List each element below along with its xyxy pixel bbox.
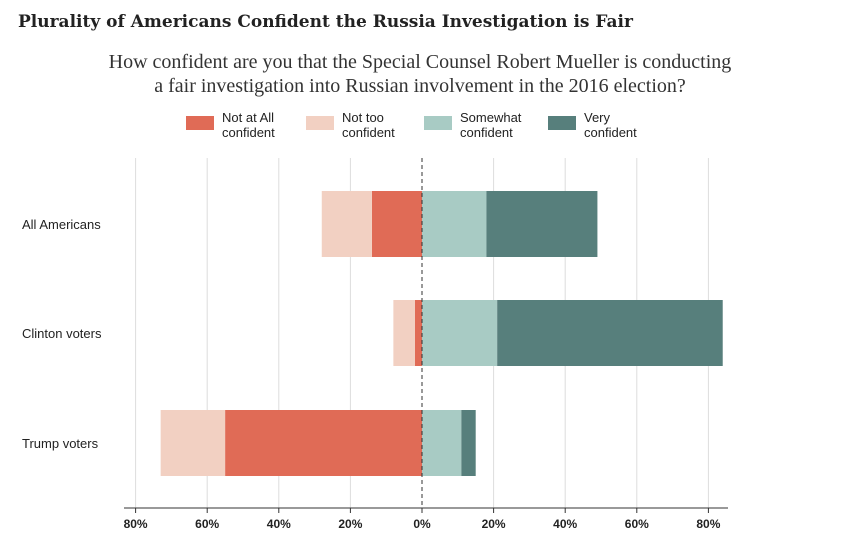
- legend-label-very: Very confident: [584, 110, 637, 140]
- category-label: Clinton voters: [22, 326, 102, 341]
- chart-subtitle: How confident are you that the Special C…: [60, 50, 780, 98]
- chart-legend: Not at All confident Not too confident Som…: [0, 110, 850, 146]
- bar-segment: [422, 191, 487, 257]
- bar-segment: [422, 410, 462, 476]
- x-tick-label: 60%: [195, 517, 219, 531]
- x-tick-label: 0%: [413, 517, 431, 531]
- legend-label-not-at-all: Not at All confident: [222, 110, 275, 140]
- x-tick-label: 80%: [696, 517, 720, 531]
- bar-segment: [393, 300, 415, 366]
- bar-segment: [225, 410, 422, 476]
- bar-segment: [371, 191, 422, 257]
- x-tick-label: 20%: [338, 517, 362, 531]
- x-tick-label: 40%: [267, 517, 291, 531]
- category-label: All Americans: [22, 217, 101, 232]
- legend-swatch-somewhat: [424, 116, 452, 130]
- bar-segment: [160, 410, 226, 476]
- x-tick-label: 60%: [625, 517, 649, 531]
- subtitle-line-1: How confident are you that the Special C…: [108, 51, 732, 73]
- subtitle-line-2: a fair investigation into Russian involv…: [154, 75, 686, 97]
- bar-segment: [461, 410, 476, 476]
- legend-swatch-not-too: [306, 116, 334, 130]
- bar-segment: [414, 300, 422, 366]
- legend-swatch-very: [548, 116, 576, 130]
- chart-title: Plurality of Americans Confident the Rus…: [18, 12, 633, 32]
- bar-segment: [422, 300, 498, 366]
- bar-segment: [486, 191, 598, 257]
- x-tick-label: 80%: [124, 517, 148, 531]
- legend-swatch-not-at-all: [186, 116, 214, 130]
- bar-segment: [321, 191, 372, 257]
- x-tick-label: 40%: [553, 517, 577, 531]
- x-tick-label: 20%: [482, 517, 506, 531]
- bar-segment: [497, 300, 723, 366]
- legend-label-somewhat: Somewhat confident: [460, 110, 522, 140]
- legend-label-not-too: Not too confident: [342, 110, 395, 140]
- category-label: Trump voters: [22, 436, 99, 451]
